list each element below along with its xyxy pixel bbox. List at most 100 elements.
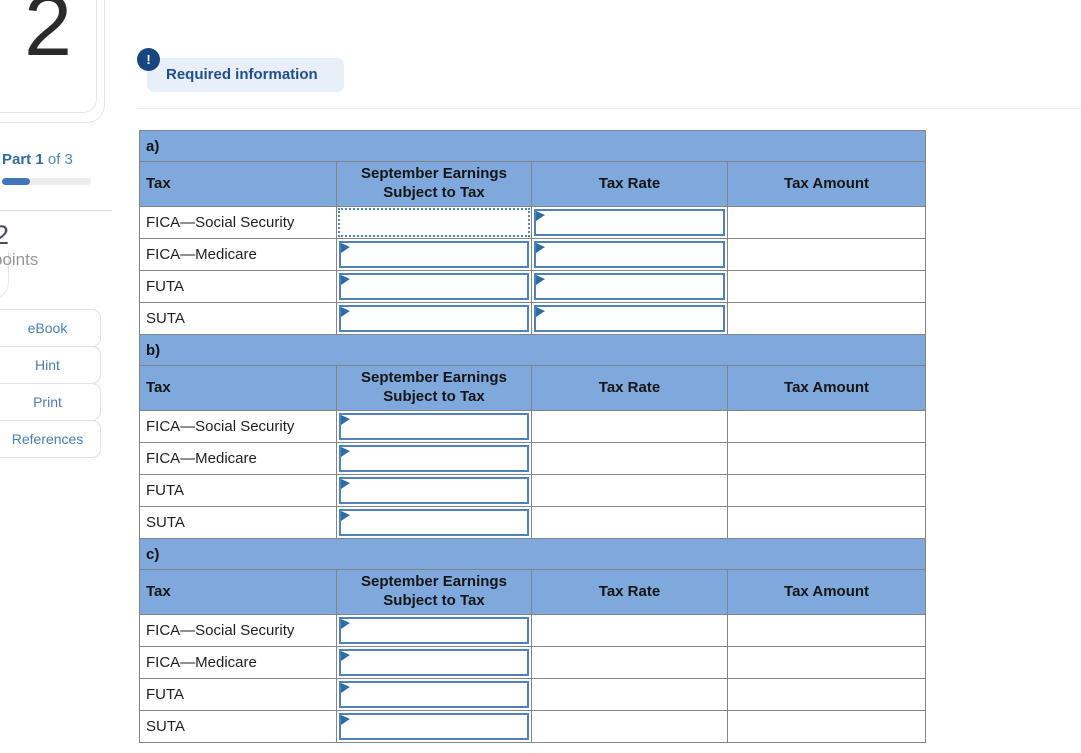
part-indicator: Part 1 of 3 bbox=[2, 151, 73, 168]
tax-label: FUTA bbox=[139, 270, 337, 303]
required-information-banner: Required information bbox=[147, 58, 344, 92]
required-information-label: Required information bbox=[166, 66, 318, 83]
tax-rate-cell bbox=[531, 614, 728, 647]
worksheet-table: a) Tax September Earnings Subject to Tax Ta… bbox=[138, 130, 927, 743]
dropdown-marker-icon bbox=[341, 307, 350, 317]
points-label: points bbox=[0, 250, 39, 269]
earnings-input[interactable] bbox=[339, 713, 529, 740]
tax-rate-cell bbox=[531, 442, 728, 475]
tax-rate-cell bbox=[531, 646, 728, 679]
earnings-input[interactable] bbox=[339, 477, 529, 504]
dropdown-marker-icon bbox=[536, 275, 545, 285]
tax-label: FICA—Medicare bbox=[139, 646, 337, 679]
print-button[interactable]: Print bbox=[0, 383, 101, 421]
column-header: Tax Amount bbox=[726, 569, 927, 615]
dropdown-marker-icon bbox=[536, 243, 545, 253]
tax-label: FICA—Social Security bbox=[139, 206, 337, 239]
tax-amount-cell bbox=[726, 238, 927, 271]
column-header: Tax Amount bbox=[726, 365, 927, 411]
part-label: Part 1 bbox=[2, 151, 44, 168]
earnings-cell bbox=[336, 442, 532, 475]
earnings-input-focused[interactable] bbox=[338, 208, 530, 237]
earnings-input[interactable] bbox=[339, 241, 529, 268]
points-value: 2 bbox=[0, 220, 10, 250]
dropdown-marker-icon bbox=[341, 619, 350, 629]
section-label: b) bbox=[138, 334, 927, 366]
content-divider bbox=[137, 108, 1081, 109]
section-label: c) bbox=[138, 538, 927, 570]
tax-label: SUTA bbox=[139, 710, 337, 743]
question-number: 2 bbox=[24, 0, 72, 74]
tax-rate-input[interactable] bbox=[534, 241, 725, 268]
earnings-cell bbox=[336, 302, 532, 335]
earnings-input[interactable] bbox=[339, 445, 529, 472]
earnings-input[interactable] bbox=[339, 681, 529, 708]
earnings-cell bbox=[336, 270, 532, 303]
tax-label: FICA—Social Security bbox=[139, 614, 337, 647]
tax-amount-cell bbox=[726, 646, 927, 679]
tax-label: FUTA bbox=[139, 474, 337, 507]
hint-button[interactable]: Hint bbox=[0, 346, 101, 384]
tax-label: SUTA bbox=[139, 302, 337, 335]
tax-amount-cell bbox=[726, 710, 927, 743]
earnings-input[interactable] bbox=[339, 649, 529, 676]
tax-rate-cell bbox=[531, 710, 728, 743]
tax-label: SUTA bbox=[139, 506, 337, 539]
column-header: Tax bbox=[139, 161, 337, 207]
earnings-input[interactable] bbox=[339, 273, 529, 300]
tax-rate-input[interactable] bbox=[534, 273, 725, 300]
dropdown-marker-icon bbox=[341, 243, 350, 253]
earnings-cell bbox=[336, 238, 532, 271]
column-header: Tax Rate bbox=[531, 161, 728, 207]
dropdown-marker-icon bbox=[341, 447, 350, 457]
column-header: September Earnings Subject to Tax bbox=[336, 365, 532, 411]
column-header: Tax bbox=[139, 365, 337, 411]
tax-rate-cell bbox=[531, 410, 728, 443]
column-header: September Earnings Subject to Tax bbox=[336, 161, 532, 207]
tax-rate-cell bbox=[531, 474, 728, 507]
earnings-cell bbox=[336, 678, 532, 711]
tax-amount-cell bbox=[726, 506, 927, 539]
column-header: Tax Amount bbox=[726, 161, 927, 207]
progress-bar bbox=[2, 178, 91, 185]
earnings-input[interactable] bbox=[339, 413, 529, 440]
resource-buttons: eBook Hint Print References bbox=[0, 309, 101, 458]
earnings-input[interactable] bbox=[339, 509, 529, 536]
earnings-cell bbox=[336, 614, 532, 647]
dropdown-marker-icon bbox=[341, 683, 350, 693]
tax-amount-cell bbox=[726, 442, 927, 475]
earnings-cell bbox=[336, 710, 532, 743]
dropdown-marker-icon bbox=[536, 211, 545, 221]
tax-rate-cell bbox=[531, 270, 728, 303]
dropdown-marker-icon bbox=[341, 715, 350, 725]
tax-label: FICA—Medicare bbox=[139, 238, 337, 271]
dropdown-marker-icon bbox=[341, 415, 350, 425]
tax-amount-cell bbox=[726, 678, 927, 711]
ebook-button[interactable]: eBook bbox=[0, 309, 101, 347]
earnings-cell bbox=[336, 506, 532, 539]
tax-amount-cell bbox=[726, 270, 927, 303]
dropdown-marker-icon bbox=[341, 651, 350, 661]
tax-amount-cell bbox=[726, 474, 927, 507]
tax-rate-input[interactable] bbox=[534, 209, 725, 236]
tax-amount-cell bbox=[726, 302, 927, 335]
question-card: 2 bbox=[0, 0, 97, 113]
earnings-input[interactable] bbox=[339, 305, 529, 332]
alert-icon: ! bbox=[137, 48, 160, 71]
tax-amount-cell bbox=[726, 410, 927, 443]
tax-rate-cell bbox=[531, 302, 728, 335]
column-header: Tax Rate bbox=[531, 365, 728, 411]
tax-rate-cell bbox=[531, 238, 728, 271]
dropdown-marker-icon bbox=[341, 511, 350, 521]
tax-label: FICA—Medicare bbox=[139, 442, 337, 475]
references-button[interactable]: References bbox=[0, 420, 101, 458]
tax-label: FUTA bbox=[139, 678, 337, 711]
earnings-cell bbox=[336, 410, 532, 443]
tax-rate-cell bbox=[531, 678, 728, 711]
tax-rate-input[interactable] bbox=[534, 305, 725, 332]
column-header: Tax bbox=[139, 569, 337, 615]
earnings-cell bbox=[336, 206, 532, 239]
earnings-input[interactable] bbox=[339, 617, 529, 644]
section-label: a) bbox=[138, 130, 927, 162]
